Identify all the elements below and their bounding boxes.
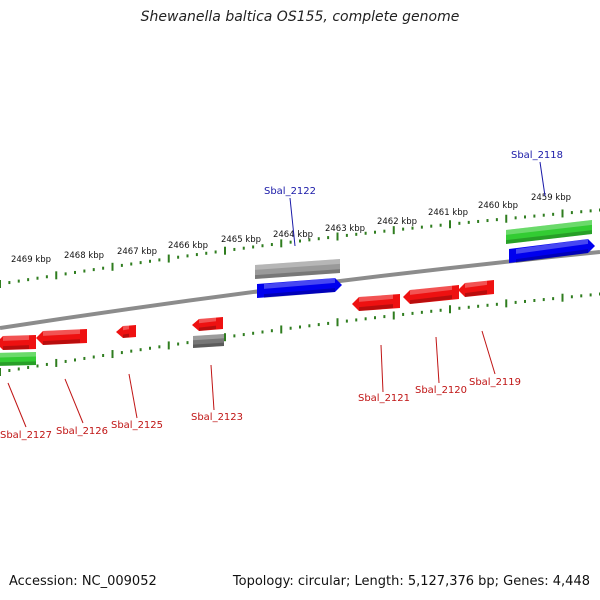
feature-sbal-2118[interactable] (509, 239, 595, 263)
scale-label: 2460 kbp (478, 201, 518, 211)
gene-label-sbal-2121[interactable]: Sbal_2121 (358, 344, 410, 404)
gene-label-sbal-2127[interactable]: Sbal_2127 (0, 382, 52, 441)
gene-label-sbal-2126[interactable]: Sbal_2126 (56, 378, 108, 437)
gene-label-sbal-2122[interactable]: Sbal_2122 (264, 186, 316, 247)
inner-tick-track (0, 292, 600, 376)
feature-sbal-2122-pseudo[interactable] (255, 259, 340, 279)
feature-sbal-2127-rna[interactable] (0, 352, 36, 366)
gene-label-sbal-2123[interactable]: Sbal_2123 (191, 364, 243, 423)
genome-summary-text: Topology: circular; Length: 5,127,376 bp… (232, 574, 590, 589)
gene-label-text[interactable]: Sbal_2122 (264, 186, 316, 197)
feature-sbal-2122[interactable] (257, 278, 342, 298)
leader-line (289, 197, 296, 247)
scale-label: 2464 kbp (273, 230, 313, 240)
leader-line (128, 373, 138, 419)
scale-label: 2469 kbp (11, 255, 51, 265)
scale-label: 2466 kbp (168, 241, 208, 251)
accession-text: Accession: NC_009052 (9, 574, 157, 589)
gene-label-sbal-2118[interactable]: Sbal_2118 (511, 150, 563, 197)
map-title: Shewanella baltica OS155, complete genom… (140, 9, 460, 25)
gene-label-sbal-2120[interactable]: Sbal_2120 (415, 336, 467, 396)
feature-sbal-2120[interactable] (403, 285, 459, 304)
leader-line (380, 344, 384, 393)
feature-sbal-2119[interactable] (458, 280, 494, 297)
gene-label-text[interactable]: Sbal_2125 (111, 420, 163, 431)
feature-sbal-2123[interactable] (192, 317, 223, 331)
gene-label-text[interactable]: Sbal_2120 (415, 385, 467, 396)
gene-features (0, 220, 595, 366)
feature-sbal-2121[interactable] (352, 294, 400, 311)
gene-label-text[interactable]: Sbal_2121 (358, 393, 410, 404)
gene-label-sbal-2119[interactable]: Sbal_2119 (469, 330, 521, 388)
gene-label-text[interactable]: Sbal_2126 (56, 426, 108, 437)
gene-label-text[interactable]: Sbal_2118 (511, 150, 563, 161)
feature-sbal-2127[interactable] (0, 335, 36, 350)
scale-labels: 2469 kbp 2468 kbp 2467 kbp 2466 kbp 2465 kbp… (11, 193, 571, 265)
leader-line (7, 382, 27, 428)
scale-label: 2459 kbp (531, 193, 571, 203)
leader-line (64, 378, 84, 424)
leader-line (210, 364, 215, 411)
scale-label: 2462 kbp (377, 217, 417, 227)
scale-label: 2465 kbp (221, 235, 261, 245)
scale-label: 2463 kbp (325, 224, 365, 234)
gene-label-text[interactable]: Sbal_2119 (469, 377, 521, 388)
feature-sbal-2123-pseudo[interactable] (193, 334, 224, 348)
gene-label-text[interactable]: Sbal_2123 (191, 412, 243, 423)
gene-label-text[interactable]: Sbal_2127 (0, 430, 52, 441)
gene-label-sbal-2125[interactable]: Sbal_2125 (111, 373, 163, 431)
outer-tick-track (0, 208, 600, 288)
feature-sbal-2125[interactable] (116, 325, 136, 338)
leader-line (435, 336, 440, 384)
leader-line (481, 330, 496, 375)
feature-sbal-2126[interactable] (36, 329, 87, 345)
scale-label: 2468 kbp (64, 251, 104, 261)
leader-line (539, 161, 546, 197)
gene-labels: Sbal_2122Sbal_2118Sbal_2121Sbal_2120Sbal… (0, 150, 563, 441)
scale-label: 2467 kbp (117, 247, 157, 257)
feature-sbal-2118-rna[interactable] (506, 220, 592, 244)
scale-label: 2461 kbp (428, 208, 468, 218)
